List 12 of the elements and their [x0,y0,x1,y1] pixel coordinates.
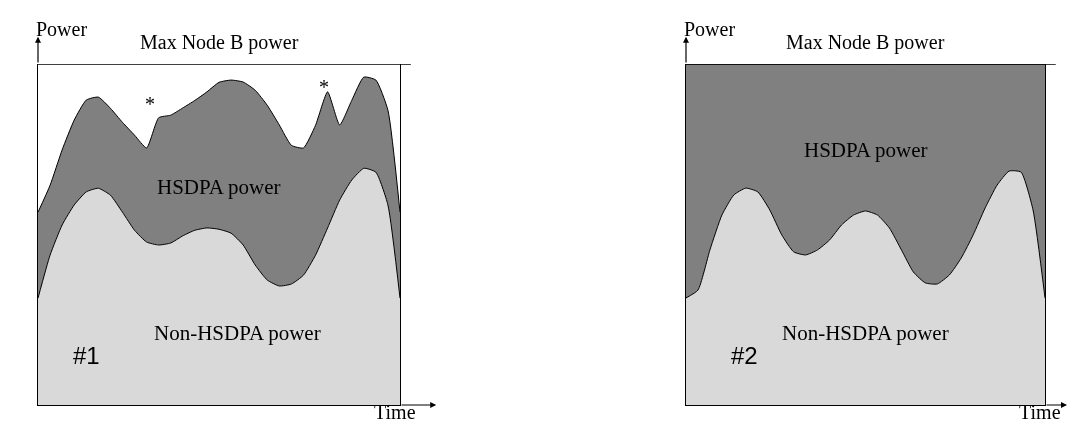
series-label: Non-HSDPA power [154,321,321,345]
annotation: * [319,76,329,98]
annotation: #1 [73,342,100,369]
annotation: * [145,93,155,115]
ref-line-label: Max Node B power [140,31,299,54]
series-label: HSDPA power [804,138,928,162]
y-axis-title: Power [684,18,736,40]
series-label: Non-HSDPA power [782,321,949,345]
ref-line-label: Max Node B power [786,31,945,54]
annotation: #2 [731,342,758,369]
series-label: HSDPA power [157,175,281,199]
y-axis-title: Power [36,18,88,40]
